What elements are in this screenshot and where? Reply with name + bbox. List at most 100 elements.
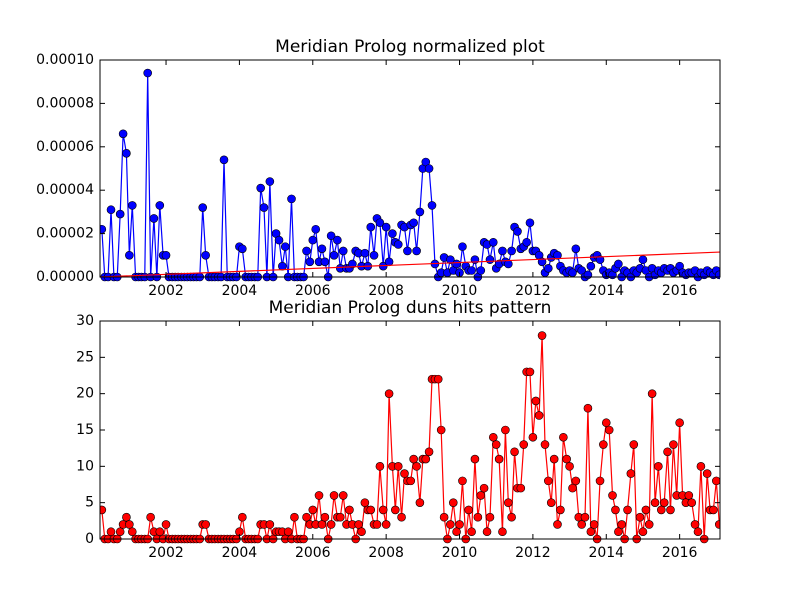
data-point	[638, 255, 648, 264]
data-point	[265, 520, 275, 529]
data-point	[381, 222, 391, 232]
data-point	[684, 491, 694, 500]
data-point	[608, 491, 617, 500]
data-point	[599, 440, 608, 449]
x-tick-label: 2016	[662, 545, 698, 561]
data-point	[702, 469, 712, 478]
data-point	[421, 454, 431, 464]
x-tick-label: 2012	[515, 545, 551, 561]
data-point	[525, 218, 535, 228]
data-point	[115, 527, 125, 537]
y-tick-label: 30	[76, 313, 94, 329]
data-point	[617, 520, 626, 529]
data-point	[458, 476, 467, 486]
data-point	[446, 255, 455, 264]
data-point	[488, 237, 498, 247]
data-point	[448, 498, 458, 507]
data-point	[528, 432, 538, 442]
x-tick-label: 2002	[148, 283, 184, 299]
data-point	[504, 498, 513, 507]
y-tick-label: 0.00006	[36, 139, 94, 155]
y-tick-label: 0.00004	[36, 182, 94, 198]
data-point	[687, 498, 697, 507]
data-point	[338, 491, 348, 500]
data-point	[540, 440, 550, 449]
chart-title: Meridian Prolog duns hits pattern	[269, 298, 552, 318]
data-point	[626, 469, 636, 478]
data-point	[412, 462, 421, 471]
data-point	[357, 527, 366, 537]
data-point	[595, 476, 605, 486]
data-point	[345, 505, 354, 515]
data-point	[583, 403, 593, 413]
data-point	[265, 177, 275, 186]
data-point	[424, 164, 434, 173]
data-point	[287, 194, 296, 204]
data-point	[238, 244, 247, 254]
data-point	[491, 440, 501, 449]
data-point	[320, 257, 330, 267]
data-point	[473, 512, 483, 522]
data-point	[507, 512, 516, 522]
data-point	[452, 259, 461, 269]
data-point	[143, 68, 152, 78]
data-point	[400, 469, 409, 478]
data-point	[127, 201, 137, 210]
data-point	[161, 251, 171, 260]
data-point	[317, 520, 327, 529]
data-point	[415, 498, 425, 507]
data-point	[614, 527, 623, 537]
y-tick-label: 5	[85, 495, 94, 511]
data-point	[412, 246, 421, 256]
data-point	[384, 389, 394, 398]
data-point	[427, 201, 437, 210]
data-point	[641, 505, 651, 515]
data-point	[577, 520, 586, 529]
y-tick-label: 0.00000	[36, 269, 94, 285]
data-point	[611, 505, 620, 515]
data-point	[366, 222, 376, 232]
data-point	[537, 331, 547, 340]
data-point	[106, 205, 116, 215]
data-point	[595, 255, 605, 264]
data-point	[556, 505, 565, 515]
data-point	[675, 418, 684, 428]
data-point	[335, 512, 345, 522]
data-point	[155, 201, 165, 210]
data-point	[125, 251, 134, 260]
data-point	[238, 512, 247, 522]
data-point	[146, 512, 155, 522]
data-point	[305, 257, 315, 267]
data-point	[494, 454, 504, 464]
data-point	[546, 498, 556, 507]
data-point	[513, 227, 522, 236]
x-tick-label: 2004	[222, 283, 258, 299]
data-point	[544, 264, 553, 273]
data-point	[650, 498, 660, 507]
data-point	[525, 367, 535, 377]
trend-line	[100, 251, 720, 278]
data-point	[106, 527, 116, 537]
data-point	[467, 527, 476, 537]
data-point	[654, 462, 663, 471]
data-point	[360, 498, 370, 507]
data-point	[302, 246, 311, 256]
data-point	[375, 218, 385, 228]
data-point	[476, 266, 486, 275]
y-tick-label: 0.00002	[36, 226, 94, 242]
data-point	[690, 520, 700, 529]
data-point	[549, 454, 559, 464]
data-point	[118, 129, 128, 139]
data-point	[439, 512, 449, 522]
data-point	[308, 505, 318, 515]
data-point	[693, 527, 703, 537]
data-point	[571, 476, 581, 486]
x-tick-label: 2010	[442, 545, 478, 561]
data-point	[388, 229, 397, 238]
data-point	[669, 440, 678, 449]
x-tick-label: 2016	[662, 283, 698, 299]
data-point	[714, 520, 720, 529]
x-tick-label: 2010	[442, 283, 478, 299]
x-tick-label: 2008	[368, 283, 404, 299]
